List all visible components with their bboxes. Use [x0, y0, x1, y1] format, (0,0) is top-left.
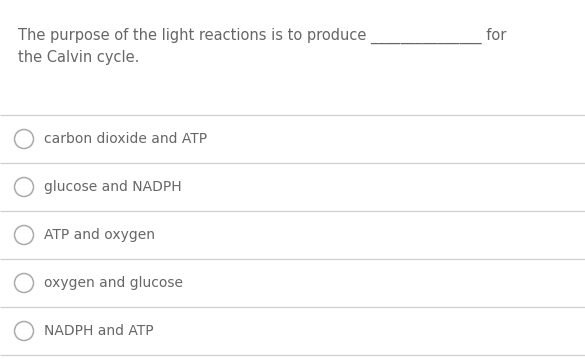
Text: The purpose of the light reactions is to produce _______________ for: The purpose of the light reactions is to…	[18, 28, 507, 44]
Text: glucose and NADPH: glucose and NADPH	[44, 180, 181, 194]
Text: the Calvin cycle.: the Calvin cycle.	[18, 50, 139, 65]
Text: carbon dioxide and ATP: carbon dioxide and ATP	[44, 132, 207, 146]
Text: ATP and oxygen: ATP and oxygen	[44, 228, 155, 242]
Text: oxygen and glucose: oxygen and glucose	[44, 276, 183, 290]
Text: NADPH and ATP: NADPH and ATP	[44, 324, 154, 338]
